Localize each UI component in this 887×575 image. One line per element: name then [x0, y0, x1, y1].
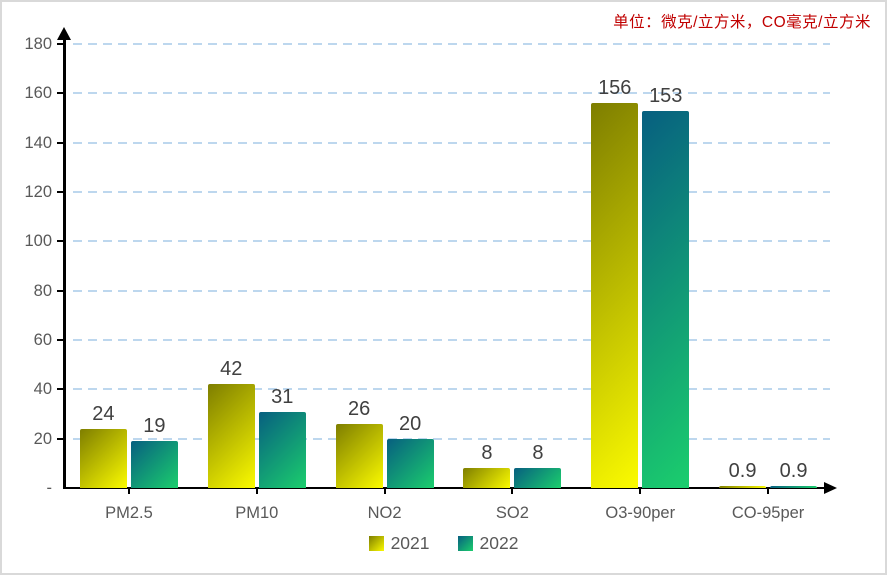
x-axis-label-PM2.5: PM2.5 — [105, 504, 153, 522]
y-axis-arrow-icon — [57, 27, 71, 40]
bar-2021-PM10 — [207, 384, 255, 488]
value-label-2022-NO2: 20 — [398, 412, 422, 435]
x-axis-tick — [255, 489, 258, 494]
y-axis-tick — [57, 92, 64, 95]
y-gridline-80 — [73, 289, 830, 292]
y-axis-tick — [57, 43, 64, 45]
x-axis-label-NO2: NO2 — [367, 504, 402, 522]
value-label-2021-PM2.5: 24 — [92, 402, 115, 425]
x-axis-tick — [511, 489, 514, 494]
bar-2022-PM2.5 — [130, 441, 178, 488]
y-gridline-40 — [73, 388, 830, 391]
y-axis-tick — [57, 339, 64, 341]
y-axis-label: 80 — [33, 281, 52, 300]
x-axis-tick — [639, 489, 642, 494]
y-gridline-60 — [73, 339, 830, 341]
y-gridline-140 — [73, 141, 830, 144]
y-axis-tick — [57, 141, 64, 144]
y-gridline-20 — [73, 437, 830, 440]
value-label-2022-SO2: 8 — [532, 442, 544, 465]
x-axis-label-SO2: SO2 — [495, 504, 529, 522]
bar-2022-CO-95per — [770, 485, 818, 488]
x-axis-tick — [127, 489, 130, 494]
x-axis-arrow-icon — [824, 481, 837, 494]
bar-2021-SO2 — [463, 468, 511, 488]
y-axis-label: 120 — [24, 183, 52, 201]
y-axis-line — [63, 38, 66, 488]
value-label-2021-NO2: 26 — [347, 397, 371, 420]
y-gridline-100 — [73, 240, 830, 243]
y-axis-tick — [57, 388, 64, 391]
y-axis-label: 180 — [24, 35, 52, 53]
value-label-2022-O3-90per: 153 — [649, 84, 683, 107]
y-axis-label: 100 — [24, 232, 52, 251]
legend-item-2022: 2022 — [457, 533, 519, 554]
bar-2021-O3-90per — [591, 103, 639, 488]
value-label-2021-PM10: 42 — [220, 358, 243, 381]
y-axis-label: - — [46, 479, 53, 497]
bar-2021-CO-95per — [719, 485, 767, 488]
bar-2021-NO2 — [335, 423, 383, 488]
y-axis-tick — [57, 289, 64, 292]
x-axis-label-CO-95per: CO-95per — [731, 504, 805, 522]
legend: 2021 2022 — [2, 533, 885, 554]
y-axis-label: 60 — [33, 331, 52, 349]
bar-2021-PM2.5 — [79, 428, 127, 488]
x-axis-tick — [767, 489, 770, 494]
value-label-2022-PM10: 31 — [271, 385, 294, 408]
y-axis-label: 140 — [24, 133, 52, 152]
y-axis-label: 20 — [33, 429, 52, 448]
y-gridline-120 — [73, 191, 830, 193]
value-label-2022-PM2.5: 19 — [143, 415, 166, 438]
value-label-2022-CO-95per: 0.9 — [779, 459, 808, 482]
y-axis-tick — [57, 191, 64, 193]
x-axis-label-PM10: PM10 — [235, 504, 279, 522]
y-axis-label: 160 — [24, 84, 52, 103]
x-axis-line — [63, 486, 826, 489]
x-axis-label-O3-90per: O3-90per — [605, 504, 676, 522]
x-axis-tick — [383, 489, 386, 494]
legend-label-2022: 2022 — [479, 533, 519, 553]
bar-2022-SO2 — [514, 468, 562, 488]
legend-swatch-2021 — [368, 536, 384, 551]
y-axis-tick — [57, 437, 64, 440]
legend-item-2021: 2021 — [368, 533, 430, 554]
value-label-2021-SO2: 8 — [481, 442, 493, 465]
bar-2022-NO2 — [386, 438, 434, 488]
y-gridline-180 — [73, 43, 830, 45]
bar-2022-PM10 — [258, 411, 306, 488]
y-axis-tick — [57, 240, 64, 243]
legend-label-2021: 2021 — [390, 533, 430, 553]
bar-2022-O3-90per — [642, 110, 690, 488]
chart-unit-note: 单位：微克/立方米，CO毫克/立方米 — [613, 14, 871, 31]
value-label-2021-CO-95per: 0.9 — [728, 459, 757, 482]
y-axis-label: 40 — [33, 380, 52, 399]
value-label-2021-O3-90per: 156 — [598, 77, 632, 100]
y-gridline-160 — [73, 92, 830, 95]
legend-swatch-2022 — [457, 536, 473, 551]
